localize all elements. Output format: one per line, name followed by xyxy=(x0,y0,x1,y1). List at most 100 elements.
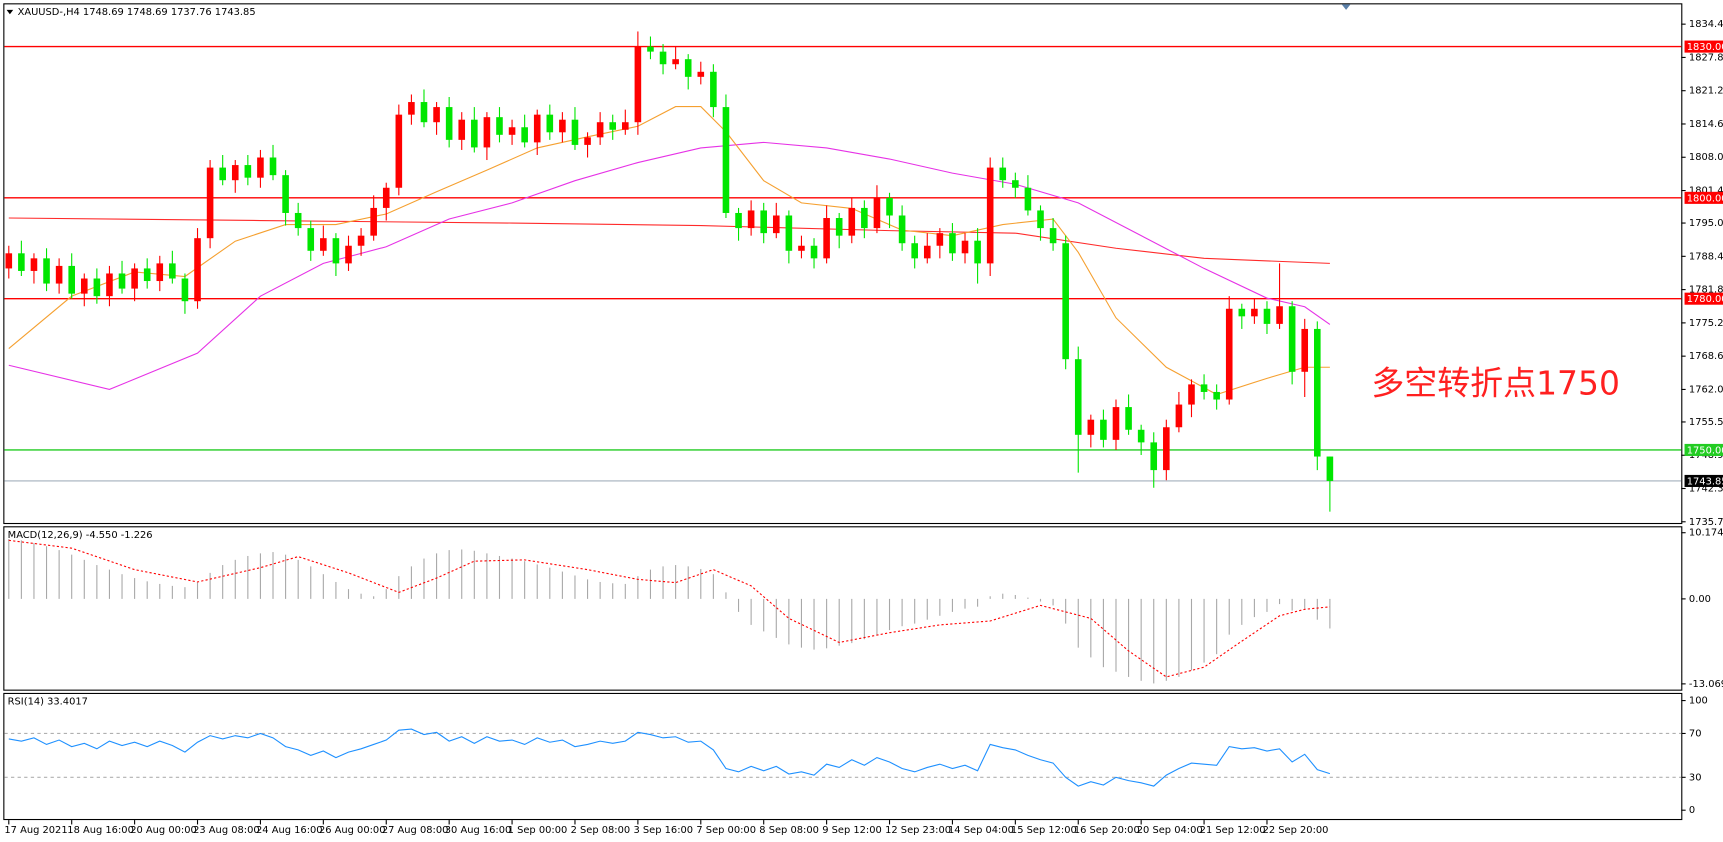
x-tick-label: 26 Aug 00:00 xyxy=(319,825,386,836)
candle-body xyxy=(634,46,642,123)
candle-body xyxy=(257,157,264,178)
candle-body xyxy=(999,167,1007,181)
level-label-box xyxy=(1684,191,1723,204)
y-tick-label: 10.174 xyxy=(1689,528,1723,539)
candle-body xyxy=(420,102,428,123)
y-tick-label: 1834.45 xyxy=(1689,19,1723,30)
x-tick-label: 24 Aug 16:00 xyxy=(256,825,323,836)
candle-body xyxy=(80,278,88,294)
candle-body xyxy=(571,119,579,145)
candle-body xyxy=(659,51,667,65)
y-tick-label: 0.00 xyxy=(1689,594,1711,605)
candle-body xyxy=(458,119,466,140)
y-tick-label: 1827.85 xyxy=(1689,52,1723,63)
candle-body xyxy=(307,228,315,251)
candle-body xyxy=(848,207,856,236)
x-tick-label: 1 Sep 00:00 xyxy=(508,825,568,836)
y-tick-label: -13.069 xyxy=(1689,679,1723,690)
candle-body xyxy=(861,207,868,229)
candle-body xyxy=(735,212,742,229)
candle-body xyxy=(382,187,390,208)
candle-body xyxy=(357,235,365,246)
candle-body xyxy=(1125,407,1132,430)
rsi-line xyxy=(8,728,1331,787)
candle-body xyxy=(1238,308,1246,317)
price-pane xyxy=(3,3,1683,525)
candle-body xyxy=(697,71,705,77)
candle-body xyxy=(949,233,956,254)
candle-body xyxy=(647,46,654,52)
candle-body xyxy=(345,245,352,264)
candle-body xyxy=(106,273,113,297)
y-tick-label: 1781.80 xyxy=(1689,285,1723,296)
candle-body xyxy=(622,122,629,130)
candle-body xyxy=(282,175,289,213)
y-tick-label: 1775.20 xyxy=(1689,318,1723,329)
y-tick-label: 1814.65 xyxy=(1689,119,1723,130)
candle-body xyxy=(1074,359,1082,435)
candle-body xyxy=(1175,404,1183,428)
symbol-menu-icon[interactable] xyxy=(6,9,14,15)
x-tick-label: 16 Sep 20:00 xyxy=(1074,825,1140,836)
level-label-box xyxy=(1684,443,1723,456)
x-tick-label: 30 Aug 16:00 xyxy=(445,825,512,836)
candle-body xyxy=(1037,210,1044,229)
candle-body xyxy=(269,157,277,176)
macd-title: MACD(12,26,9) -4.550 -1.226 xyxy=(8,530,153,541)
moving-average xyxy=(8,141,1331,391)
y-tick-label: 1762.00 xyxy=(1689,384,1723,395)
candle-body xyxy=(131,268,138,289)
y-tick-label: 1768.60 xyxy=(1689,351,1723,362)
candle-body xyxy=(508,127,516,135)
y-tick-label: 1788.40 xyxy=(1689,251,1723,262)
x-tick-label: 23 Aug 08:00 xyxy=(193,825,260,836)
x-tick-label: 20 Aug 00:00 xyxy=(130,825,197,836)
candle-body xyxy=(1213,391,1220,400)
x-tick-label: 18 Aug 16:00 xyxy=(67,825,134,836)
candle-body xyxy=(1012,180,1019,188)
candle-body xyxy=(1163,427,1170,471)
x-tick-label: 12 Sep 23:00 xyxy=(885,825,951,836)
x-tick-label: 3 Sep 16:00 xyxy=(633,825,693,836)
candle-body xyxy=(1188,384,1195,405)
x-tick-label: 27 Aug 08:00 xyxy=(382,825,449,836)
candle-body xyxy=(30,258,38,271)
candle-body xyxy=(1301,328,1309,372)
candle-body xyxy=(1314,328,1321,457)
candle-body xyxy=(584,137,591,145)
candle-body xyxy=(1326,456,1334,481)
macd-pane xyxy=(3,526,1683,691)
x-tick-label: 8 Sep 08:00 xyxy=(759,825,819,836)
candle-body xyxy=(835,218,843,236)
y-tick-label: 1742.35 xyxy=(1689,484,1723,495)
candle-body xyxy=(93,278,101,297)
y-tick-label: 1808.05 xyxy=(1689,152,1723,163)
level-label-box xyxy=(1684,40,1723,53)
candle-body xyxy=(747,210,755,229)
candle-body xyxy=(219,167,226,181)
candle-body xyxy=(785,215,793,251)
candle-body xyxy=(1024,187,1032,211)
y-tick-label: 70 xyxy=(1689,728,1702,739)
x-tick-label: 15 Sep 12:00 xyxy=(1011,825,1077,836)
y-tick-label: 1755.55 xyxy=(1689,417,1723,428)
candle-body xyxy=(1276,306,1283,324)
x-tick-label: 9 Sep 12:00 xyxy=(822,825,882,836)
candle-body xyxy=(936,233,944,246)
candle-body xyxy=(898,215,906,244)
candle-body xyxy=(244,165,252,178)
x-tick-label: 7 Sep 00:00 xyxy=(696,825,756,836)
signal-line xyxy=(8,539,1330,678)
annotation: 多空转折点1750 xyxy=(1371,363,1620,402)
candle-body xyxy=(521,127,528,143)
candle-body xyxy=(395,114,403,188)
candle-body xyxy=(1288,306,1296,372)
y-tick-label: 1795.00 xyxy=(1689,218,1723,229)
candle-body xyxy=(923,245,931,259)
candle-body xyxy=(471,119,478,148)
candle-body xyxy=(823,218,830,259)
candle-body xyxy=(1263,308,1271,324)
candle-body xyxy=(1062,243,1069,360)
candle-body xyxy=(18,253,25,271)
candle-body xyxy=(961,240,969,254)
